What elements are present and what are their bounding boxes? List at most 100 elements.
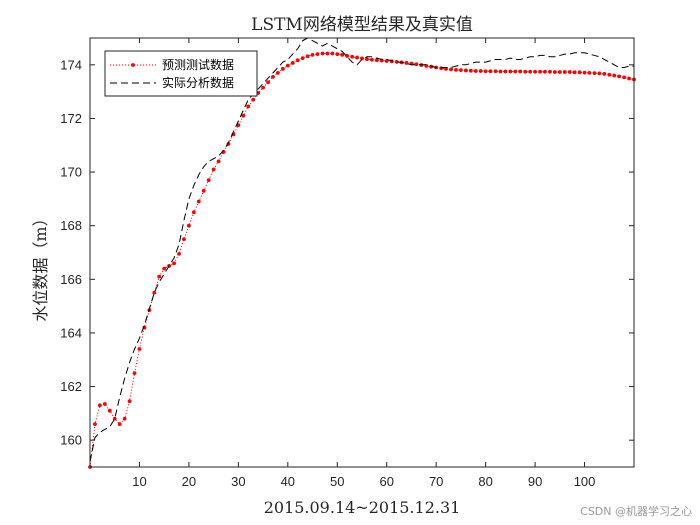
data-point (439, 66, 444, 71)
x-tick-label: 10 (132, 474, 146, 489)
series-line-actual (89, 37, 634, 462)
data-point (246, 104, 251, 109)
data-point (459, 68, 463, 73)
y-tick-label: 168 (60, 218, 82, 233)
data-point (572, 70, 577, 75)
data-point (187, 223, 191, 228)
x-tick-label: 20 (182, 474, 196, 489)
data-point (271, 74, 275, 79)
data-point (523, 69, 528, 74)
x-tick-label: 40 (281, 474, 295, 489)
data-point (320, 51, 325, 56)
data-point (117, 422, 122, 426)
x-tick-label: 60 (379, 474, 393, 489)
data-point (137, 347, 142, 351)
data-point (177, 251, 181, 256)
legend-label: 预测测试数据 (162, 57, 234, 72)
data-point (340, 52, 345, 57)
data-point (107, 408, 112, 413)
data-point (617, 74, 622, 79)
data-point (602, 72, 607, 76)
plot-background (90, 38, 634, 467)
data-point (266, 80, 270, 85)
data-point (93, 422, 97, 426)
data-point (587, 70, 592, 75)
x-axis-label: 2015.09.14~2015.12.31 (264, 498, 461, 517)
x-tick-label: 80 (478, 474, 492, 489)
y-tick-label: 170 (60, 165, 82, 180)
data-point (290, 61, 295, 65)
data-point (360, 56, 364, 61)
data-point (335, 52, 340, 56)
legend-marker (131, 63, 135, 67)
data-point (607, 72, 612, 77)
data-point (567, 70, 572, 74)
y-tick-label: 162 (60, 379, 82, 394)
y-tick-label: 166 (60, 272, 82, 287)
data-point (478, 69, 483, 73)
data-point (552, 70, 557, 74)
data-point (295, 58, 300, 63)
data-point (365, 57, 369, 62)
data-point (102, 402, 107, 406)
y-tick-label: 172 (60, 111, 82, 126)
data-point (468, 68, 473, 73)
data-point (152, 290, 157, 295)
data-point (508, 69, 513, 74)
data-point (369, 57, 374, 62)
data-point (241, 113, 246, 118)
legend-label: 实际分析数据 (162, 75, 234, 90)
data-point (206, 178, 211, 183)
data-point (112, 416, 117, 421)
data-point (97, 403, 102, 408)
data-point (548, 69, 552, 74)
legend-item: 实际分析数据 (110, 75, 234, 90)
data-point (454, 68, 458, 72)
data-point (562, 70, 567, 74)
y-tick-label: 160 (60, 433, 82, 448)
x-axis: 10 20 30 40 50 60 70 80 90 100 (132, 38, 595, 489)
data-point (374, 58, 379, 63)
data-point (350, 54, 355, 59)
data-point (355, 55, 359, 60)
data-point (122, 416, 127, 421)
data-point (518, 69, 523, 74)
x-tick-label: 30 (231, 474, 245, 489)
plot-area (88, 37, 636, 469)
data-point (280, 66, 285, 71)
data-point (543, 69, 547, 74)
data-point (473, 69, 478, 73)
data-point (577, 70, 582, 75)
data-point (493, 69, 498, 74)
data-point (513, 69, 518, 74)
data-point (315, 52, 320, 56)
series-line-predicted (89, 53, 635, 468)
x-tick-label: 90 (528, 474, 542, 489)
data-point (483, 69, 488, 74)
data-point (414, 62, 419, 67)
x-tick-label: 100 (574, 474, 596, 489)
data-point (394, 59, 399, 64)
y-axis: 160 162 164 166 168 170 172 174 (60, 57, 634, 448)
data-point (182, 237, 186, 241)
data-point (127, 399, 132, 404)
plot-frame (89, 37, 635, 468)
data-point (261, 85, 265, 90)
data-point (216, 159, 221, 164)
data-point (528, 69, 533, 74)
data-point (498, 69, 503, 74)
data-point (276, 70, 280, 75)
data-point (310, 52, 315, 57)
data-point (627, 76, 631, 81)
data-point (503, 69, 508, 74)
data-point (201, 188, 206, 193)
data-point (300, 56, 305, 61)
data-point (211, 167, 216, 172)
data-point (488, 69, 493, 74)
data-point (449, 67, 453, 72)
data-point (538, 69, 542, 74)
chart-title: LSTM网络模型结果及真实值 (251, 15, 473, 35)
data-point (330, 51, 335, 56)
data-point (592, 71, 597, 76)
